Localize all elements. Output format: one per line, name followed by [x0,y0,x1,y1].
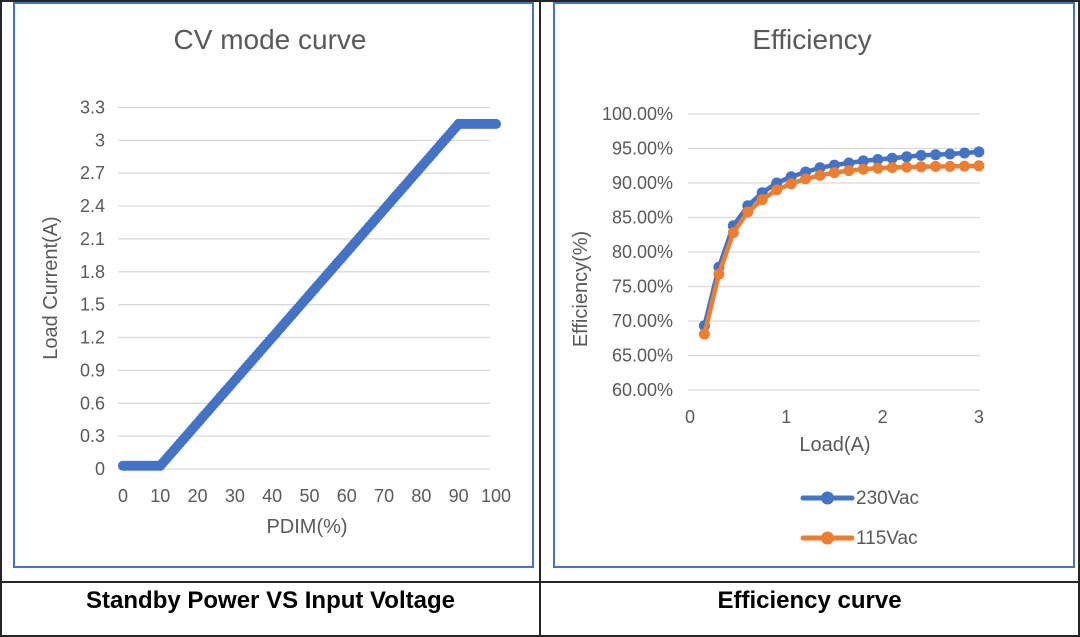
svg-text:1: 1 [781,407,791,427]
cv-chart-cell: 0 0.3 0.6 0.9 1.2 1.5 1.8 2.1 2.4 2.7 3 3.3 0 10 20 30 4… [2,2,541,583]
caption-right-text: Efficiency curve [717,587,902,614]
cv-curve-markers [118,118,501,471]
caption-right: Efficiency curve [541,583,1078,635]
svg-text:85.00%: 85.00% [612,208,673,228]
svg-text:60.00%: 60.00% [612,380,673,400]
svg-text:20: 20 [188,486,208,506]
svg-text:3: 3 [974,407,984,427]
cv-y-tick-labels: 0 0.3 0.6 0.9 1.2 1.5 1.8 2.1 2.4 2.7 3 3.3 [80,97,105,479]
svg-text:90.00%: 90.00% [612,173,673,193]
eff-y-axis-title: Efficiency(%) [570,231,592,347]
eff-x-tick-labels: 0 1 2 3 [685,407,984,427]
svg-text:70.00%: 70.00% [612,311,673,331]
svg-text:50: 50 [299,486,319,506]
series-230vac-line [702,149,982,329]
svg-text:0.9: 0.9 [80,360,105,380]
efficiency-chart-cell: 60.00% 65.00% 70.00% 75.00% 80.00% 85.00% 90.0… [541,2,1078,583]
svg-text:100.00%: 100.00% [602,104,673,124]
cv-y-axis-title: Load Current(A) [40,216,62,359]
svg-text:60: 60 [337,486,357,506]
svg-text:70: 70 [374,486,394,506]
series-115vac-line [702,163,982,337]
svg-text:95.00%: 95.00% [612,139,673,159]
cv-gridlines [118,106,490,470]
svg-text:0.3: 0.3 [80,426,105,446]
series-230vac-markers [698,146,985,332]
eff-x-axis-title: Load(A) [799,434,870,456]
svg-text:75.00%: 75.00% [612,277,673,297]
eff-chart-title: Efficiency [752,24,871,55]
svg-text:2.7: 2.7 [80,163,105,183]
svg-text:0.6: 0.6 [80,393,105,413]
efficiency-chart: 60.00% 65.00% 70.00% 75.00% 80.00% 85.00% 90.0… [570,24,985,549]
legend-dot-marker [821,531,834,545]
svg-text:80.00%: 80.00% [612,242,673,262]
svg-text:2.1: 2.1 [80,229,105,249]
svg-text:0: 0 [685,407,695,427]
caption-left: Standby Power VS Input Voltage [2,583,541,635]
svg-text:3.3: 3.3 [80,97,105,117]
legend-dot-marker [821,491,834,505]
svg-text:90: 90 [449,486,469,506]
eff-y-tick-labels: 60.00% 65.00% 70.00% 75.00% 80.00% 85.00% 90.0… [602,104,673,400]
eff-gridlines [688,113,980,391]
caption-left-text: Standby Power VS Input Voltage [86,587,455,614]
cv-x-tick-labels: 0 10 20 30 40 50 60 70 80 90 100 [118,486,511,506]
svg-text:2: 2 [878,407,888,427]
svg-text:2.4: 2.4 [80,196,105,216]
legend-label: 115Vac [856,528,918,549]
svg-text:65.00%: 65.00% [612,346,673,366]
legend-item-115vac: 115Vac [800,528,918,549]
svg-text:0: 0 [118,486,128,506]
legend-item-230vac: 230Vac [800,488,919,509]
svg-text:10: 10 [150,486,170,506]
svg-text:30: 30 [225,486,245,506]
svg-text:1.2: 1.2 [80,328,105,348]
svg-text:1.8: 1.8 [80,262,105,282]
svg-text:3: 3 [95,130,105,150]
cv-x-axis-title: PDIM(%) [266,516,347,538]
cv-chart-title: CV mode curve [174,24,367,55]
cv-mode-curve-chart: 0 0.3 0.6 0.9 1.2 1.5 1.8 2.1 2.4 2.7 3 3.3 0 10 20 30 4… [40,24,511,538]
svg-text:0: 0 [95,459,105,479]
series-115vac-markers [698,160,985,340]
cv-chart-frame: 0 0.3 0.6 0.9 1.2 1.5 1.8 2.1 2.4 2.7 3 3.3 0 10 20 30 4… [13,2,534,568]
svg-text:100: 100 [481,486,511,506]
svg-text:1.5: 1.5 [80,295,105,315]
efficiency-chart-frame: 60.00% 65.00% 70.00% 75.00% 80.00% 85.00% 90.0… [553,2,1075,568]
svg-text:80: 80 [411,486,431,506]
svg-text:40: 40 [262,486,282,506]
legend-label: 230Vac [856,488,919,509]
